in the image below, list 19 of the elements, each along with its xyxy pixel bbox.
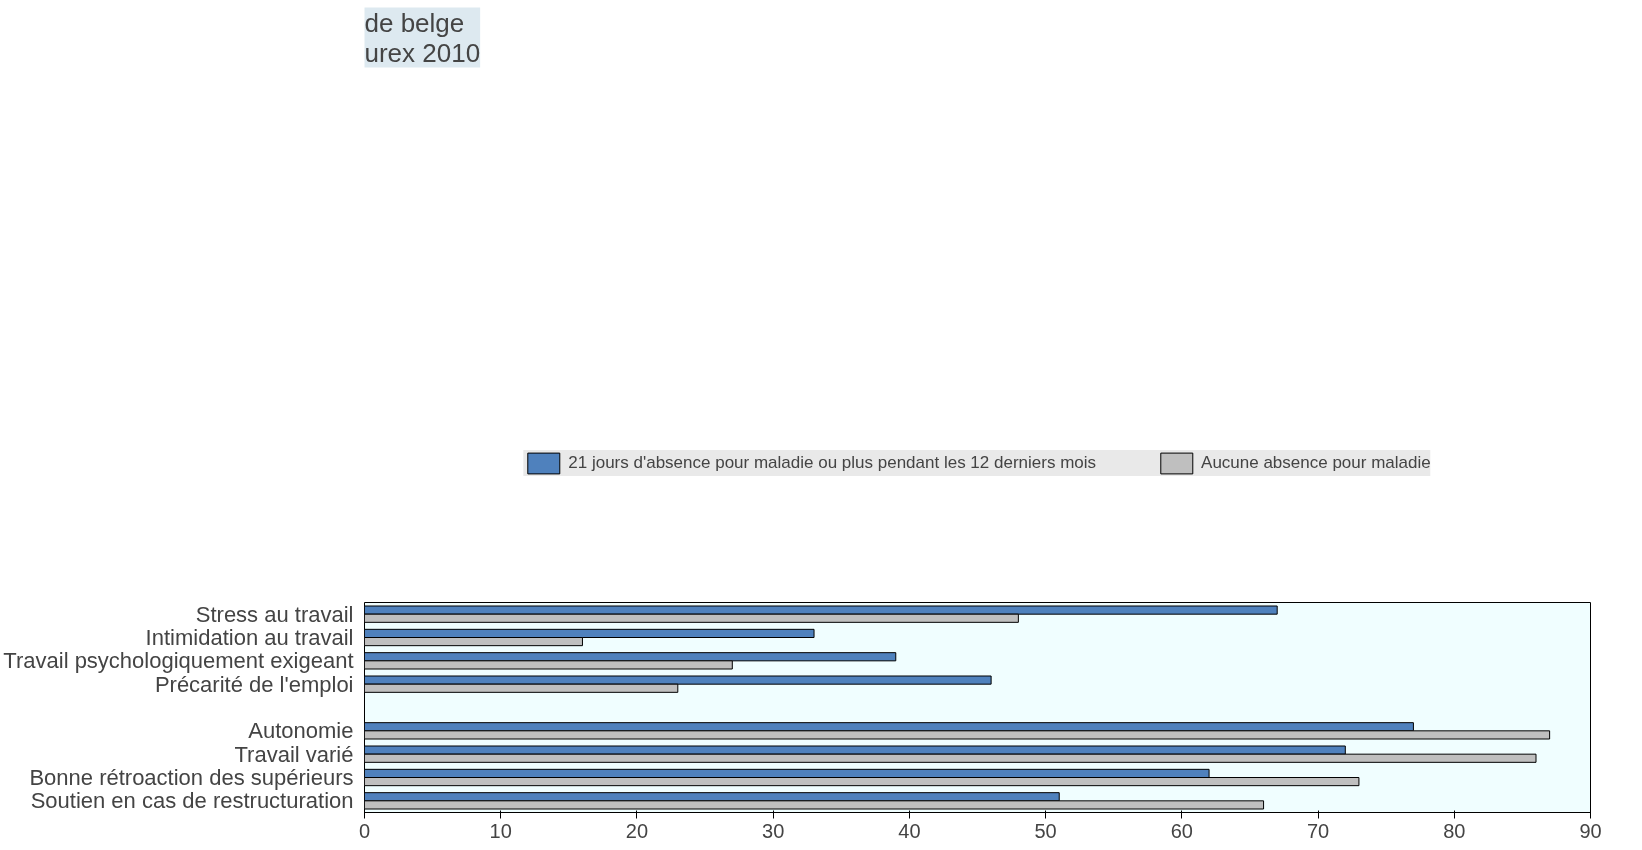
x-tick-label: 50 <box>1034 819 1057 842</box>
y-tick-label: Intimidation au travail <box>145 625 354 650</box>
y-tick-label: Travail psychologiquement exigeant <box>3 648 354 674</box>
y-tick-label: Stress au travail <box>195 601 354 627</box>
x-tick-label: 0 <box>358 819 371 842</box>
legend-label: Aucune absence pour maladie <box>1201 453 1431 473</box>
x-tick-label: 80 <box>1443 819 1466 842</box>
y-tick-label: Travail varié <box>234 741 354 767</box>
y-tick-label: Bonne rétroaction des supérieurs <box>29 765 354 790</box>
x-tick-label: 60 <box>1170 819 1193 842</box>
legend-label: 21 jours d'absence pour maladie ou plus pendant les 12 derniers mois <box>568 453 1097 473</box>
x-tick-label: 40 <box>898 819 921 842</box>
chart-title: de belge urex 2010 <box>364 7 481 68</box>
x-tick-label: 10 <box>489 819 512 842</box>
x-tick-label: 20 <box>625 819 649 842</box>
x-tick-label: 70 <box>1306 819 1330 842</box>
x-tick-label: 30 <box>762 819 785 842</box>
x-tick-label: 90 <box>1579 819 1602 842</box>
y-tick-label: Autonomie <box>248 718 354 744</box>
